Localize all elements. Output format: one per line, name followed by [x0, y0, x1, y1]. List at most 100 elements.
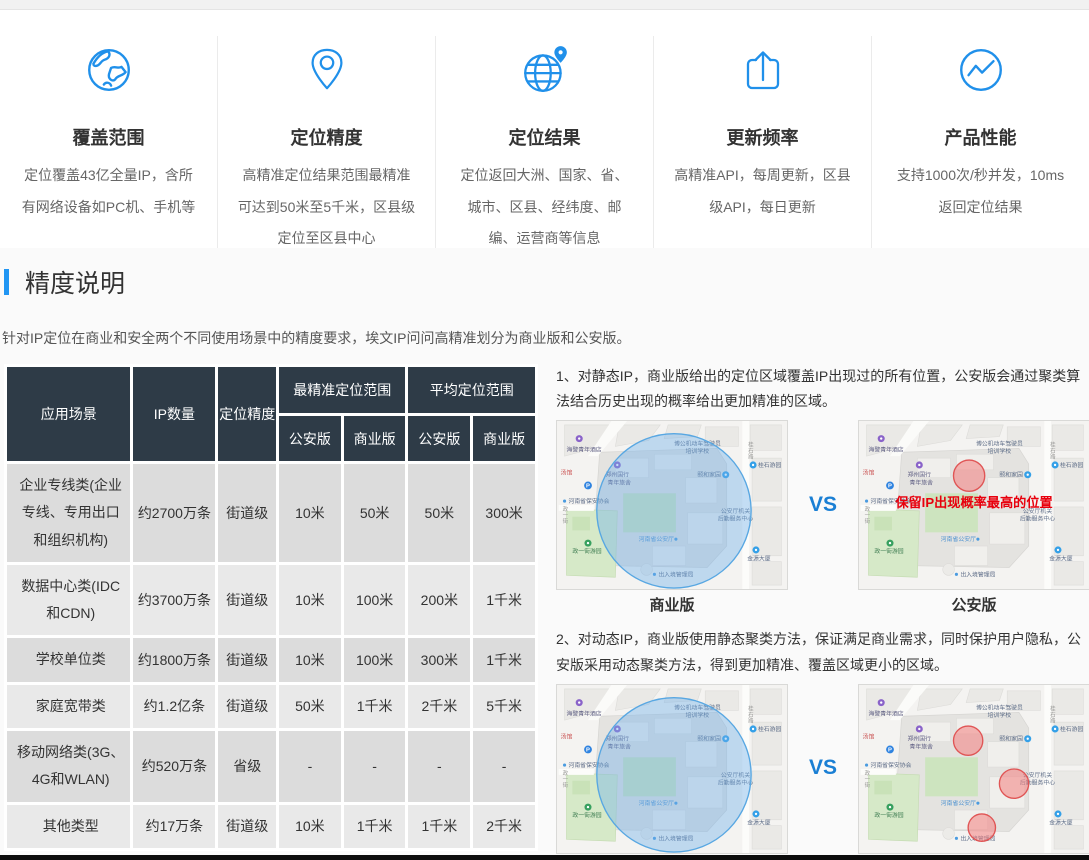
- svg-text:政一街: 政一街: [563, 769, 569, 789]
- table-row: 其他类型 约17万条 街道级 10米 1千米 1千米 2千米: [3, 801, 538, 851]
- cell-value: 100米: [340, 635, 409, 685]
- svg-text:P: P: [888, 747, 892, 753]
- svg-text:河南省公安厅: 河南省公安厅: [941, 536, 976, 544]
- feature-title: 定位精度: [290, 128, 363, 148]
- cell-value: -: [470, 728, 538, 805]
- svg-text:河南省保安协会: 河南省保安协会: [568, 497, 609, 505]
- vs-label: VS: [808, 492, 837, 516]
- svg-text:河南省保安协会: 河南省保安协会: [870, 761, 911, 769]
- comparison-panel: 1、对静态IP，商业版给出的定位区域覆盖IP出现过的所有位置，公安版会通过聚类算…: [556, 364, 1089, 860]
- map-police: P 海警青年酒店 汤馆 郑州国行 青年旅舍 河南省保安协会 博公机动车驾驶员 培训学校 颐和家园…: [858, 420, 1089, 615]
- table-row: 学校单位类 约1800万条 街道级 10米 100米 300米 1千米: [3, 635, 538, 685]
- table-row: 移动网络类(3G、4G和WLAN) 约520万条 省级 - - - -: [3, 728, 538, 805]
- svg-text:后勤服务中心: 后勤服务中心: [718, 515, 753, 523]
- svg-text:金源大厦: 金源大厦: [1049, 555, 1073, 563]
- cell-value: 2千米: [470, 801, 538, 851]
- svg-text:桂石路: 桂石路: [748, 704, 754, 724]
- cell-ip-count: 约2700万条: [130, 461, 219, 565]
- svg-text:P: P: [586, 747, 590, 753]
- section-title: 精度说明: [25, 270, 126, 298]
- precision-table: 应用场景 IP数量 定位精度 最精准定位范围 平均定位范围 公安版 商业版 公安…: [3, 364, 538, 851]
- feature-title: 更新频率: [726, 128, 799, 148]
- svg-text:公安厅机关: 公安厅机关: [1023, 507, 1052, 515]
- svg-text:河南省公安厅: 河南省公安厅: [639, 536, 674, 544]
- svg-text:公安厅机关: 公安厅机关: [721, 507, 750, 515]
- svg-text:河南省公安厅: 河南省公安厅: [639, 799, 674, 807]
- cell-value: -: [405, 728, 474, 805]
- svg-text:博公机动车驾驶员: 博公机动车驾驶员: [976, 440, 1023, 448]
- svg-text:后勤服务中心: 后勤服务中心: [718, 778, 753, 786]
- svg-text:培训学校: 培训学校: [686, 711, 710, 719]
- svg-text:颐和家园: 颐和家园: [999, 471, 1023, 479]
- footer-bar: [0, 855, 1089, 860]
- svg-text:颐和家园: 颐和家园: [999, 734, 1023, 742]
- cell-value: 50米: [340, 461, 409, 565]
- cell-value: 300米: [470, 461, 538, 565]
- svg-text:桂石游园: 桂石游园: [1060, 461, 1084, 469]
- svg-text:汤馆: 汤馆: [561, 732, 573, 740]
- cell-precision: 街道级: [215, 681, 280, 732]
- svg-text:公安厅机关: 公安厅机关: [721, 771, 750, 779]
- svg-text:海警青年酒店: 海警青年酒店: [869, 709, 904, 717]
- cell-value: 2千米: [405, 681, 474, 732]
- cell-precision: 街道级: [215, 461, 280, 565]
- cell-scene: 移动网络类(3G、4G和WLAN): [3, 728, 134, 805]
- section-header: 精度说明: [4, 264, 1089, 300]
- cell-value: 1千米: [470, 561, 538, 639]
- cell-value: 1千米: [340, 801, 409, 851]
- feature-title: 产品性能: [944, 128, 1017, 148]
- cell-value: 1千米: [340, 681, 409, 732]
- svg-text:郑州国行: 郑州国行: [908, 471, 932, 479]
- cell-precision: 街道级: [215, 561, 280, 639]
- svg-text:海警青年酒店: 海警青年酒店: [567, 446, 602, 454]
- svg-text:颐和家园: 颐和家园: [697, 734, 721, 742]
- svg-text:P: P: [586, 484, 590, 490]
- svg-text:政一街: 政一街: [563, 505, 569, 525]
- svg-text:培训学校: 培训学校: [988, 448, 1012, 456]
- svg-text:公安厅机关: 公安厅机关: [1023, 771, 1052, 779]
- cell-value: 100米: [340, 561, 409, 639]
- svg-text:桂石游园: 桂石游园: [758, 725, 782, 733]
- feature-desc: 支持1000次/秒并发，10ms返回定位结果: [896, 167, 1065, 215]
- feature-title: 定位结果: [508, 128, 581, 148]
- table-row: 数据中心类(IDC和CDN) 约3700万条 街道级 10米 100米 200米…: [3, 561, 538, 639]
- sub-header-commercial: 商业版: [340, 413, 409, 464]
- svg-text:政一街游园: 政一街游园: [874, 811, 903, 819]
- feature-desc: 高精准API，每周更新，区县级API，每日更新: [674, 167, 851, 215]
- feature-precision: 定位精度 高精准定位结果范围最精准可达到50米至5千米，区县级定位至区县中心: [217, 36, 435, 248]
- cell-value: -: [276, 728, 344, 805]
- svg-text:培训学校: 培训学校: [988, 711, 1012, 719]
- svg-text:桂石游园: 桂石游园: [758, 461, 782, 469]
- svg-text:博公机动车驾驶员: 博公机动车驾驶员: [976, 703, 1023, 711]
- section-accent-bar: [4, 269, 9, 295]
- svg-text:金源大厦: 金源大厦: [747, 555, 771, 563]
- svg-text:青年旅舍: 青年旅舍: [608, 479, 632, 487]
- svg-text:青年旅舍: 青年旅舍: [910, 479, 934, 487]
- cell-value: -: [340, 728, 409, 805]
- svg-text:博公机动车驾驶员: 博公机动车驾驶员: [674, 703, 721, 711]
- svg-text:汤馆: 汤馆: [863, 732, 875, 740]
- svg-text:出入境管理局: 出入境管理局: [658, 834, 693, 842]
- svg-text:后勤服务中心: 后勤服务中心: [1020, 778, 1055, 786]
- svg-text:培训学校: 培训学校: [686, 448, 710, 456]
- table-row: 家庭宽带类 约1.2亿条 街道级 50米 1千米 2千米 5千米: [3, 681, 538, 732]
- svg-text:政一街游园: 政一街游园: [874, 547, 903, 555]
- svg-text:汤馆: 汤馆: [561, 469, 573, 477]
- col-header-scene: 应用场景: [3, 364, 134, 464]
- svg-text:颐和家园: 颐和家园: [697, 471, 721, 479]
- cell-ip-count: 约1.2亿条: [130, 681, 219, 732]
- svg-text:河南省公安厅: 河南省公安厅: [941, 799, 976, 807]
- svg-text:政一街游园: 政一街游园: [572, 811, 601, 819]
- svg-text:河南省保安协会: 河南省保安协会: [870, 497, 911, 505]
- map-caption: 商业版: [649, 597, 695, 615]
- sub-header-commercial: 商业版: [470, 413, 538, 464]
- cell-value: 10米: [276, 561, 344, 639]
- sub-header-police: 公安版: [276, 413, 344, 464]
- col-header-ip-count: IP数量: [130, 364, 219, 464]
- cell-precision: 街道级: [215, 635, 280, 685]
